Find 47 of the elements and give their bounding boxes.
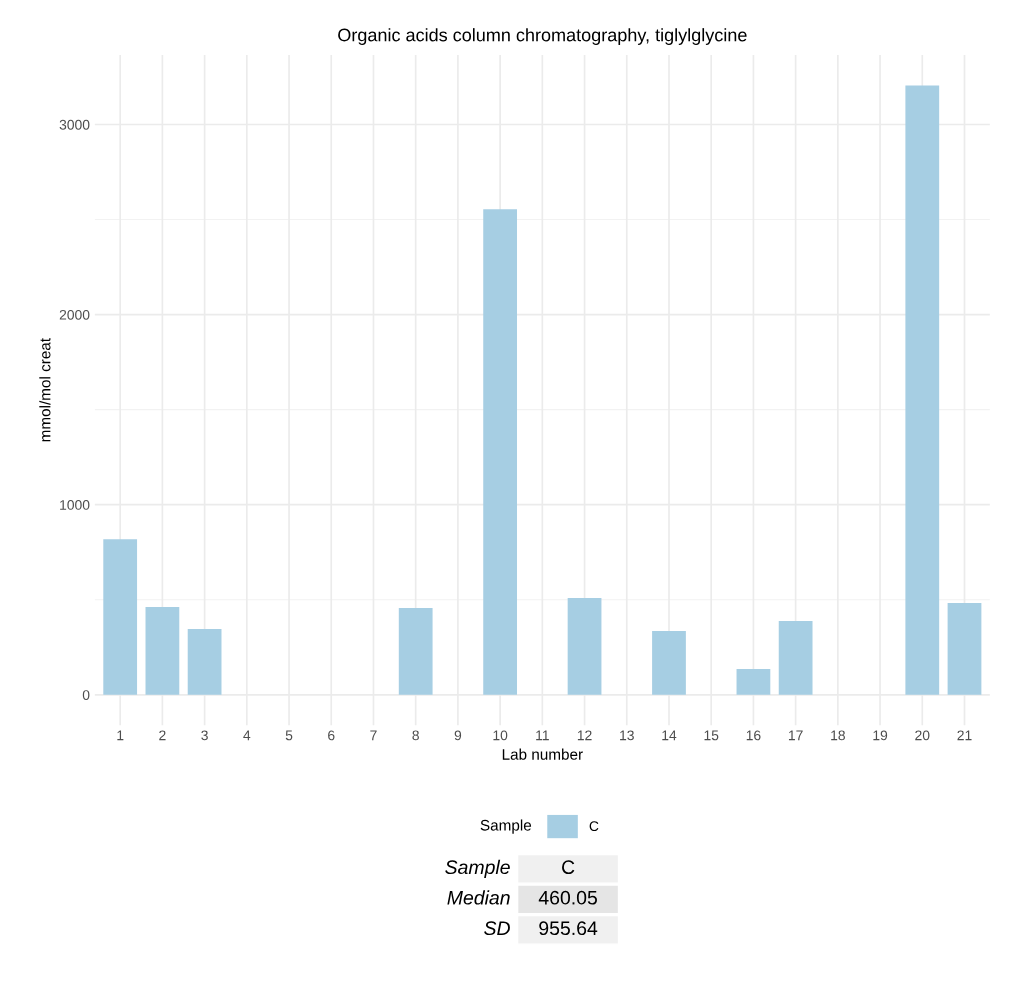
y-tick-label: 0 (82, 690, 90, 700)
x-tick-label: 20 (915, 730, 930, 741)
x-tick-label: 15 (704, 730, 719, 741)
y-axis-title: mmol/mol creat (39, 338, 51, 442)
x-tick-label: 10 (493, 730, 508, 741)
text: SD (484, 921, 510, 936)
x-tick-label: 13 (620, 730, 634, 741)
bar (736, 668, 771, 695)
chart-title: Organic acids column chromatography, tiglylglycine (338, 28, 747, 45)
bar (398, 608, 433, 695)
x-tick-label: 1 (117, 730, 124, 741)
bar (145, 606, 180, 695)
x-tick-label: 7 (370, 730, 377, 741)
x-tick-label: 5 (285, 730, 293, 741)
bar (778, 621, 813, 695)
text: Median (447, 890, 510, 905)
x-tick-label: 14 (662, 730, 677, 741)
x-tick-label: 16 (746, 730, 761, 741)
y-tick-label: 2000 (59, 309, 90, 320)
text: Sample (445, 859, 510, 878)
x-tick-label: 8 (412, 730, 419, 741)
x-tick-label: 4 (243, 730, 251, 741)
x-tick-label: 2 (159, 730, 166, 741)
x-tick-label: 9 (454, 730, 462, 741)
x-tick-label: 18 (831, 730, 845, 741)
bar (652, 630, 686, 695)
x-tick-label: 3 (201, 730, 208, 741)
x-tick-label: 12 (577, 730, 592, 741)
bar (187, 629, 222, 695)
legend-title: Sample (480, 819, 532, 834)
x-tick-label: 6 (328, 730, 335, 741)
x-tick-label: 19 (873, 730, 888, 741)
bar (567, 598, 602, 695)
bar (483, 209, 518, 695)
x-tick-label: 11 (536, 730, 549, 741)
text: 955.64 (539, 921, 598, 936)
x-tick-label: 21 (957, 730, 972, 741)
text: C (562, 860, 575, 875)
x-tick-label: 17 (788, 730, 803, 741)
y-tick-label: 1000 (60, 500, 90, 510)
text: 460.05 (538, 890, 597, 905)
bar (905, 85, 940, 695)
legend-label: C (589, 821, 599, 832)
x-axis-title: Lab number (502, 748, 583, 760)
y-tick-label: 3000 (59, 119, 90, 130)
bar (103, 539, 138, 695)
bar (947, 602, 982, 695)
